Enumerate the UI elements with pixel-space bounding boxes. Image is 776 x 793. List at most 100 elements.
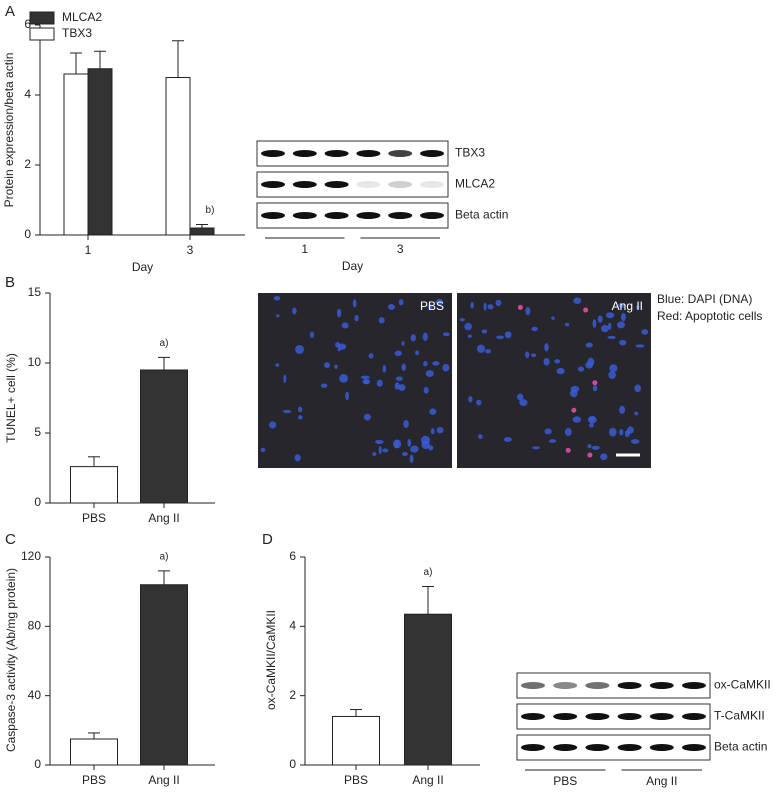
nucleus [554,359,561,364]
x-tick-label: PBS [82,773,106,787]
bar [63,73,89,236]
nucleus [630,439,640,444]
blot-frame [256,171,449,198]
nucleus [324,362,331,369]
legend-swatch [29,27,55,41]
legend-label: TBX3 [62,26,92,40]
y-tick-label: 0 [289,757,296,771]
nucleus [618,302,626,308]
blot-group-label: 3 [397,242,404,256]
nucleus [597,315,603,323]
y-tick-label: 6 [289,549,296,563]
nucleus [549,439,557,443]
nucleus [600,453,608,461]
nucleus [410,445,419,453]
nucleus [375,439,384,445]
y-tick-label: 15 [28,285,42,299]
nucleus [410,334,416,342]
y-axis-label: TUNEL+ cell (%) [4,353,18,443]
nucleus [427,304,433,310]
nucleus [577,366,585,372]
x-tick-label: PBS [344,773,368,787]
nucleus [297,406,303,413]
apoptotic-nucleus [517,304,523,310]
annotation: a) [160,552,169,563]
nucleus [467,334,472,338]
blot-band [356,181,381,188]
nucleus [425,370,434,377]
nucleus [387,303,395,310]
x-tick-label: 1 [85,243,92,257]
nucleus [468,395,473,403]
blot-band [585,744,610,751]
blot-band [292,181,317,188]
nucleus [592,385,598,392]
nucleus [564,427,572,437]
nucleus [516,393,524,401]
nucleus [641,329,649,335]
nucleus [442,363,450,372]
y-tick-label: 120 [21,549,41,563]
blot-band [617,713,642,720]
y-tick-label: 5 [34,425,41,439]
apoptotic-nucleus [587,452,593,458]
nucleus [459,318,465,322]
y-tick-label: 4 [24,87,31,101]
blot-frame [256,202,449,229]
blot-band [649,744,674,751]
annotation: b) [206,205,215,216]
nucleus [544,343,549,352]
nucleus [368,353,374,359]
y-tick-label: 4 [289,619,296,633]
nucleus [362,379,371,385]
bar [140,369,188,504]
legend-swatch [29,11,55,25]
nucleus [464,322,472,331]
nucleus [393,439,402,449]
bar [189,227,215,236]
blot-band [420,212,444,219]
nucleus [372,452,377,456]
nucleus [476,399,482,406]
nucleus [341,322,349,329]
nucleus [273,296,281,301]
blot-band [553,682,578,689]
nucleus [398,299,404,306]
nucleus [587,444,592,449]
nucleus [573,297,582,304]
nucleus [483,302,487,311]
x-tick-label: Ang II [148,511,179,525]
panel-label: A [5,3,15,20]
nucleus [496,335,504,340]
nucleus [477,434,483,440]
blot-band [521,744,545,751]
nucleus [378,317,385,324]
blot-band [388,212,413,219]
blot-band [356,212,381,219]
nucleus [481,329,488,334]
y-tick-label: 0 [34,757,41,771]
image-legend: Red: Apoptotic cells [657,309,762,323]
nucleus [401,341,405,346]
blot-band [324,150,349,157]
blot-band [292,212,317,219]
nucleus [531,326,538,332]
nucleus [283,374,287,383]
blot-group-label: PBS [553,774,577,788]
micrograph [258,293,452,468]
apoptotic-nucleus [583,307,589,313]
y-tick-label: 10 [28,355,42,369]
nucleus [394,350,402,357]
panel-label: C [5,531,16,548]
y-tick-label: 6 [24,17,31,31]
nucleus [435,298,444,306]
nucleus [360,375,370,380]
nucleus [337,348,341,352]
y-axis-label: ox-CaMKII/CaMKII [264,610,278,710]
blot-band [585,682,610,689]
nucleus [309,331,315,338]
nucleus [432,361,440,366]
blot-group-label: 1 [301,242,308,256]
nucleus [621,312,626,322]
blot-group-label: Ang II [646,774,677,788]
